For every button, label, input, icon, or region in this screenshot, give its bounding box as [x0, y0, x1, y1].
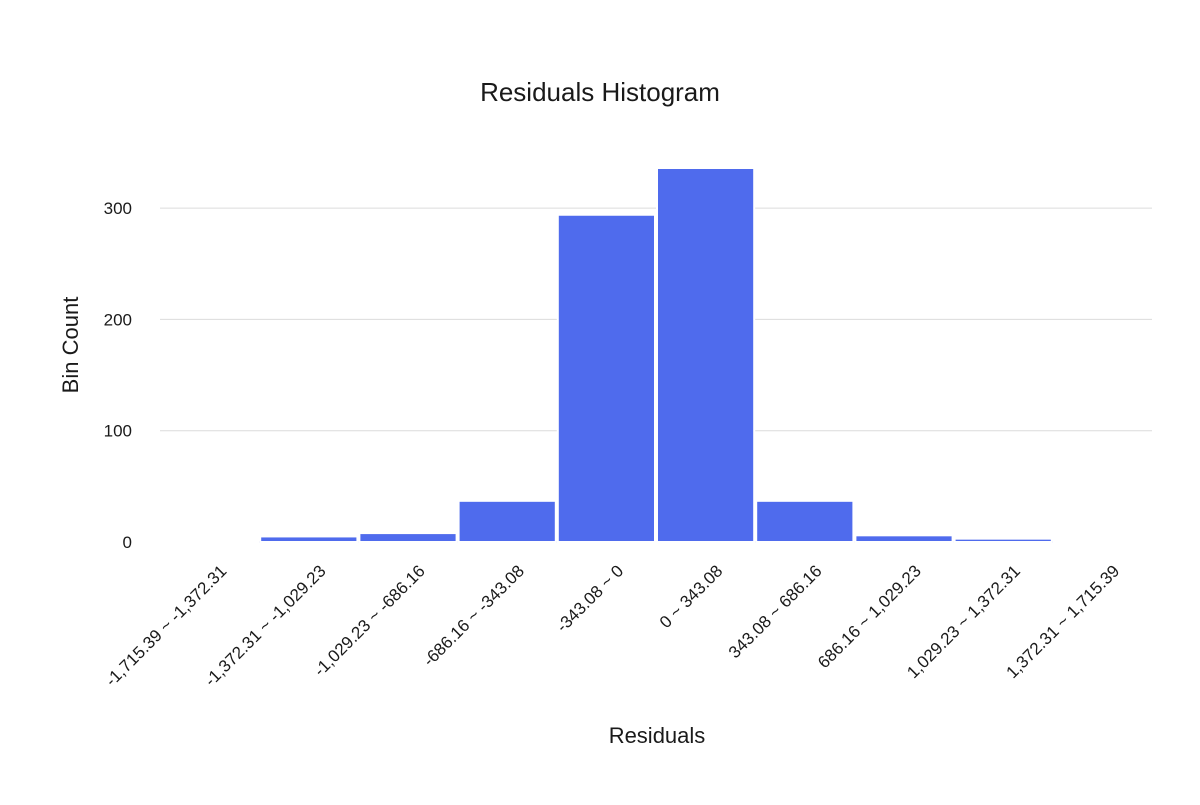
x-axis-ticks: -1,715.39 ~ -1,372.31-1,372.31 ~ -1,029.… — [102, 561, 1124, 690]
y-tick-label: 0 — [123, 533, 132, 552]
y-axis-ticks: 0 100 200 300 — [104, 199, 132, 552]
x-tick-label: 1,372.31 ~ 1,715.39 — [1003, 561, 1124, 682]
histogram-bar — [259, 535, 359, 543]
x-tick-label: 0 ~ 343.08 — [656, 561, 727, 632]
histogram-bar — [457, 499, 557, 544]
x-tick-label: 343.08 ~ 686.16 — [725, 561, 826, 662]
y-tick-label: 300 — [104, 199, 132, 218]
histogram-bar — [755, 499, 855, 544]
x-tick-label: -343.08 ~ 0 — [553, 561, 628, 636]
histogram-bar — [656, 167, 756, 543]
histogram-bar — [854, 534, 954, 543]
histogram-bar — [1052, 539, 1153, 543]
histogram-bar — [953, 537, 1053, 543]
x-axis-title: Residuals — [609, 723, 706, 748]
y-axis-title: Bin Count — [58, 297, 83, 394]
histogram-bar — [556, 213, 656, 543]
histogram-bar — [160, 539, 260, 543]
y-tick-label: 200 — [104, 310, 132, 329]
bars — [160, 167, 1153, 544]
y-tick-label: 100 — [104, 422, 132, 441]
x-tick-label: 686.16 ~ 1,029.23 — [814, 561, 925, 672]
x-tick-label: -686.16 ~ -343.08 — [419, 561, 528, 670]
x-tick-label: -1,029.23 ~ -686.16 — [310, 561, 429, 680]
chart-title: Residuals Histogram — [480, 77, 720, 107]
histogram-bar — [358, 532, 458, 543]
